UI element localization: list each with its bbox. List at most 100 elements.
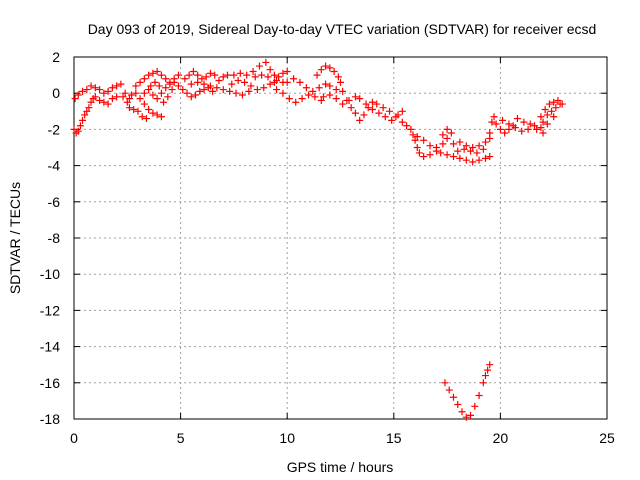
data-point [194,71,202,79]
x-axis-label: GPS time / hours [287,459,394,475]
data-point [140,75,148,83]
data-point [445,386,453,394]
data-point [275,73,283,81]
x-tick-label: 25 [599,430,615,446]
data-point [454,147,462,155]
data-point [100,89,108,97]
data-point [70,125,78,133]
data-point [524,125,532,133]
data-point [473,149,481,157]
data-point [388,116,396,124]
data-point [471,402,479,410]
data-point [398,118,406,126]
data-point [332,95,340,103]
data-point [475,391,483,399]
data-point [196,87,204,95]
data-point [302,84,310,92]
data-point [488,118,496,126]
data-point [439,131,447,139]
data-point [168,86,176,94]
data-point [200,80,208,88]
data-point [149,91,157,99]
data-point [181,75,189,83]
data-point [541,105,549,113]
data-point [260,84,268,92]
data-point [392,113,400,121]
data-point [449,393,457,401]
data-point [469,144,477,151]
data-point [71,95,79,103]
data-point [501,129,509,137]
data-point [552,104,560,112]
data-point [558,100,566,108]
data-point [128,91,136,99]
data-point [76,122,84,130]
data-point [157,89,165,97]
data-point [202,73,210,81]
data-point [343,96,351,104]
data-point [458,408,466,416]
data-point [113,82,121,90]
data-point [153,111,161,119]
data-point [486,129,494,137]
data-point [79,87,87,95]
data-point [326,82,334,90]
data-point [533,125,541,133]
data-point [136,78,144,86]
data-point [298,95,306,103]
data-point [548,107,556,115]
data-point [166,80,174,88]
data-point [449,140,457,148]
data-point [537,124,545,132]
data-point [74,91,82,99]
data-point [104,87,112,95]
data-point [496,125,504,133]
data-point [83,86,91,94]
data-point [443,134,451,142]
data-point [317,96,325,104]
data-point [426,142,434,150]
data-point [364,104,372,112]
data-point [189,67,197,75]
data-series-sdtvar [70,58,566,421]
data-point [119,93,127,101]
data-point [251,73,259,81]
data-point [475,156,483,164]
data-point [279,69,287,77]
data-point [545,100,553,108]
data-point [151,78,159,86]
data-point [454,401,462,409]
data-point [475,142,483,150]
data-point [462,142,470,150]
x-tick-label: 5 [177,430,185,446]
data-point [270,71,278,79]
data-point [456,154,464,162]
data-point [273,86,281,94]
data-point [426,151,434,159]
data-point [74,127,82,135]
data-point [279,89,287,97]
data-point [441,379,449,387]
data-point [162,75,170,83]
data-point [520,118,528,126]
data-point [140,100,148,108]
data-point [368,98,376,106]
data-point [339,100,347,108]
data-point [486,153,494,161]
data-point [283,78,291,86]
data-point [142,115,150,123]
data-point [481,138,489,146]
data-point [373,100,381,108]
data-point [356,116,364,124]
data-point [360,111,368,119]
data-point [113,93,121,101]
data-point [149,109,157,117]
data-point [531,122,539,130]
data-point [550,113,558,121]
data-point [467,411,475,419]
data-point [283,67,291,75]
data-point [317,66,325,74]
y-tick-label: -4 [48,158,61,174]
data-point [183,89,191,97]
